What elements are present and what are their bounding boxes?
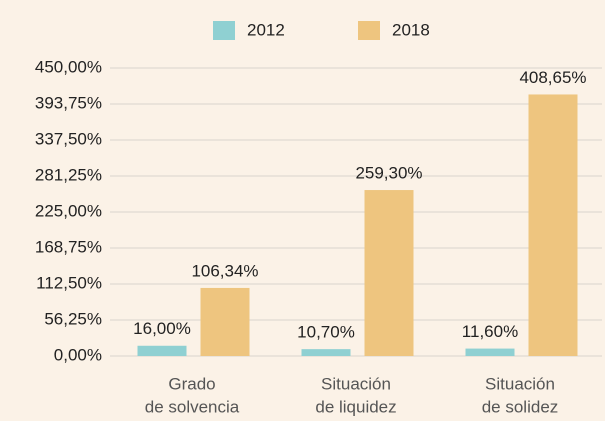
bar: [301, 349, 351, 356]
legend-label: 2012: [247, 20, 285, 39]
y-tick-label: 225,00%: [35, 201, 102, 220]
x-tick-label: de solidez: [482, 397, 559, 416]
bar: [528, 94, 578, 357]
legend-swatch: [358, 21, 380, 40]
x-tick-label: Situación: [321, 374, 391, 393]
data-label: 106,34%: [191, 261, 258, 280]
y-tick-label: 450,00%: [35, 57, 102, 76]
bar: [364, 190, 414, 356]
y-tick-label: 112,50%: [36, 273, 102, 292]
data-label: 10,70%: [297, 323, 355, 342]
data-label: 408,65%: [519, 68, 586, 87]
y-tick-label: 56,25%: [44, 309, 102, 328]
bar: [137, 345, 187, 356]
legend-swatch: [213, 21, 235, 40]
data-label: 16,00%: [133, 319, 191, 338]
x-tick-label: de liquidez: [315, 397, 396, 416]
bar: [200, 287, 250, 356]
x-tick-label: Situación: [485, 374, 555, 393]
y-tick-label: 337,50%: [35, 129, 102, 148]
y-tick-label: 168,75%: [35, 237, 102, 256]
data-label: 11,60%: [462, 322, 518, 341]
data-label: 259,30%: [355, 164, 422, 183]
legend-label: 2018: [392, 20, 430, 39]
bar: [465, 348, 515, 356]
y-tick-label: 281,25%: [35, 165, 102, 184]
x-tick-label: Grado: [168, 374, 215, 393]
x-tick-label: de solvencia: [145, 397, 240, 416]
y-tick-label: 0,00%: [54, 345, 102, 364]
y-tick-label: 393,75%: [35, 93, 102, 112]
